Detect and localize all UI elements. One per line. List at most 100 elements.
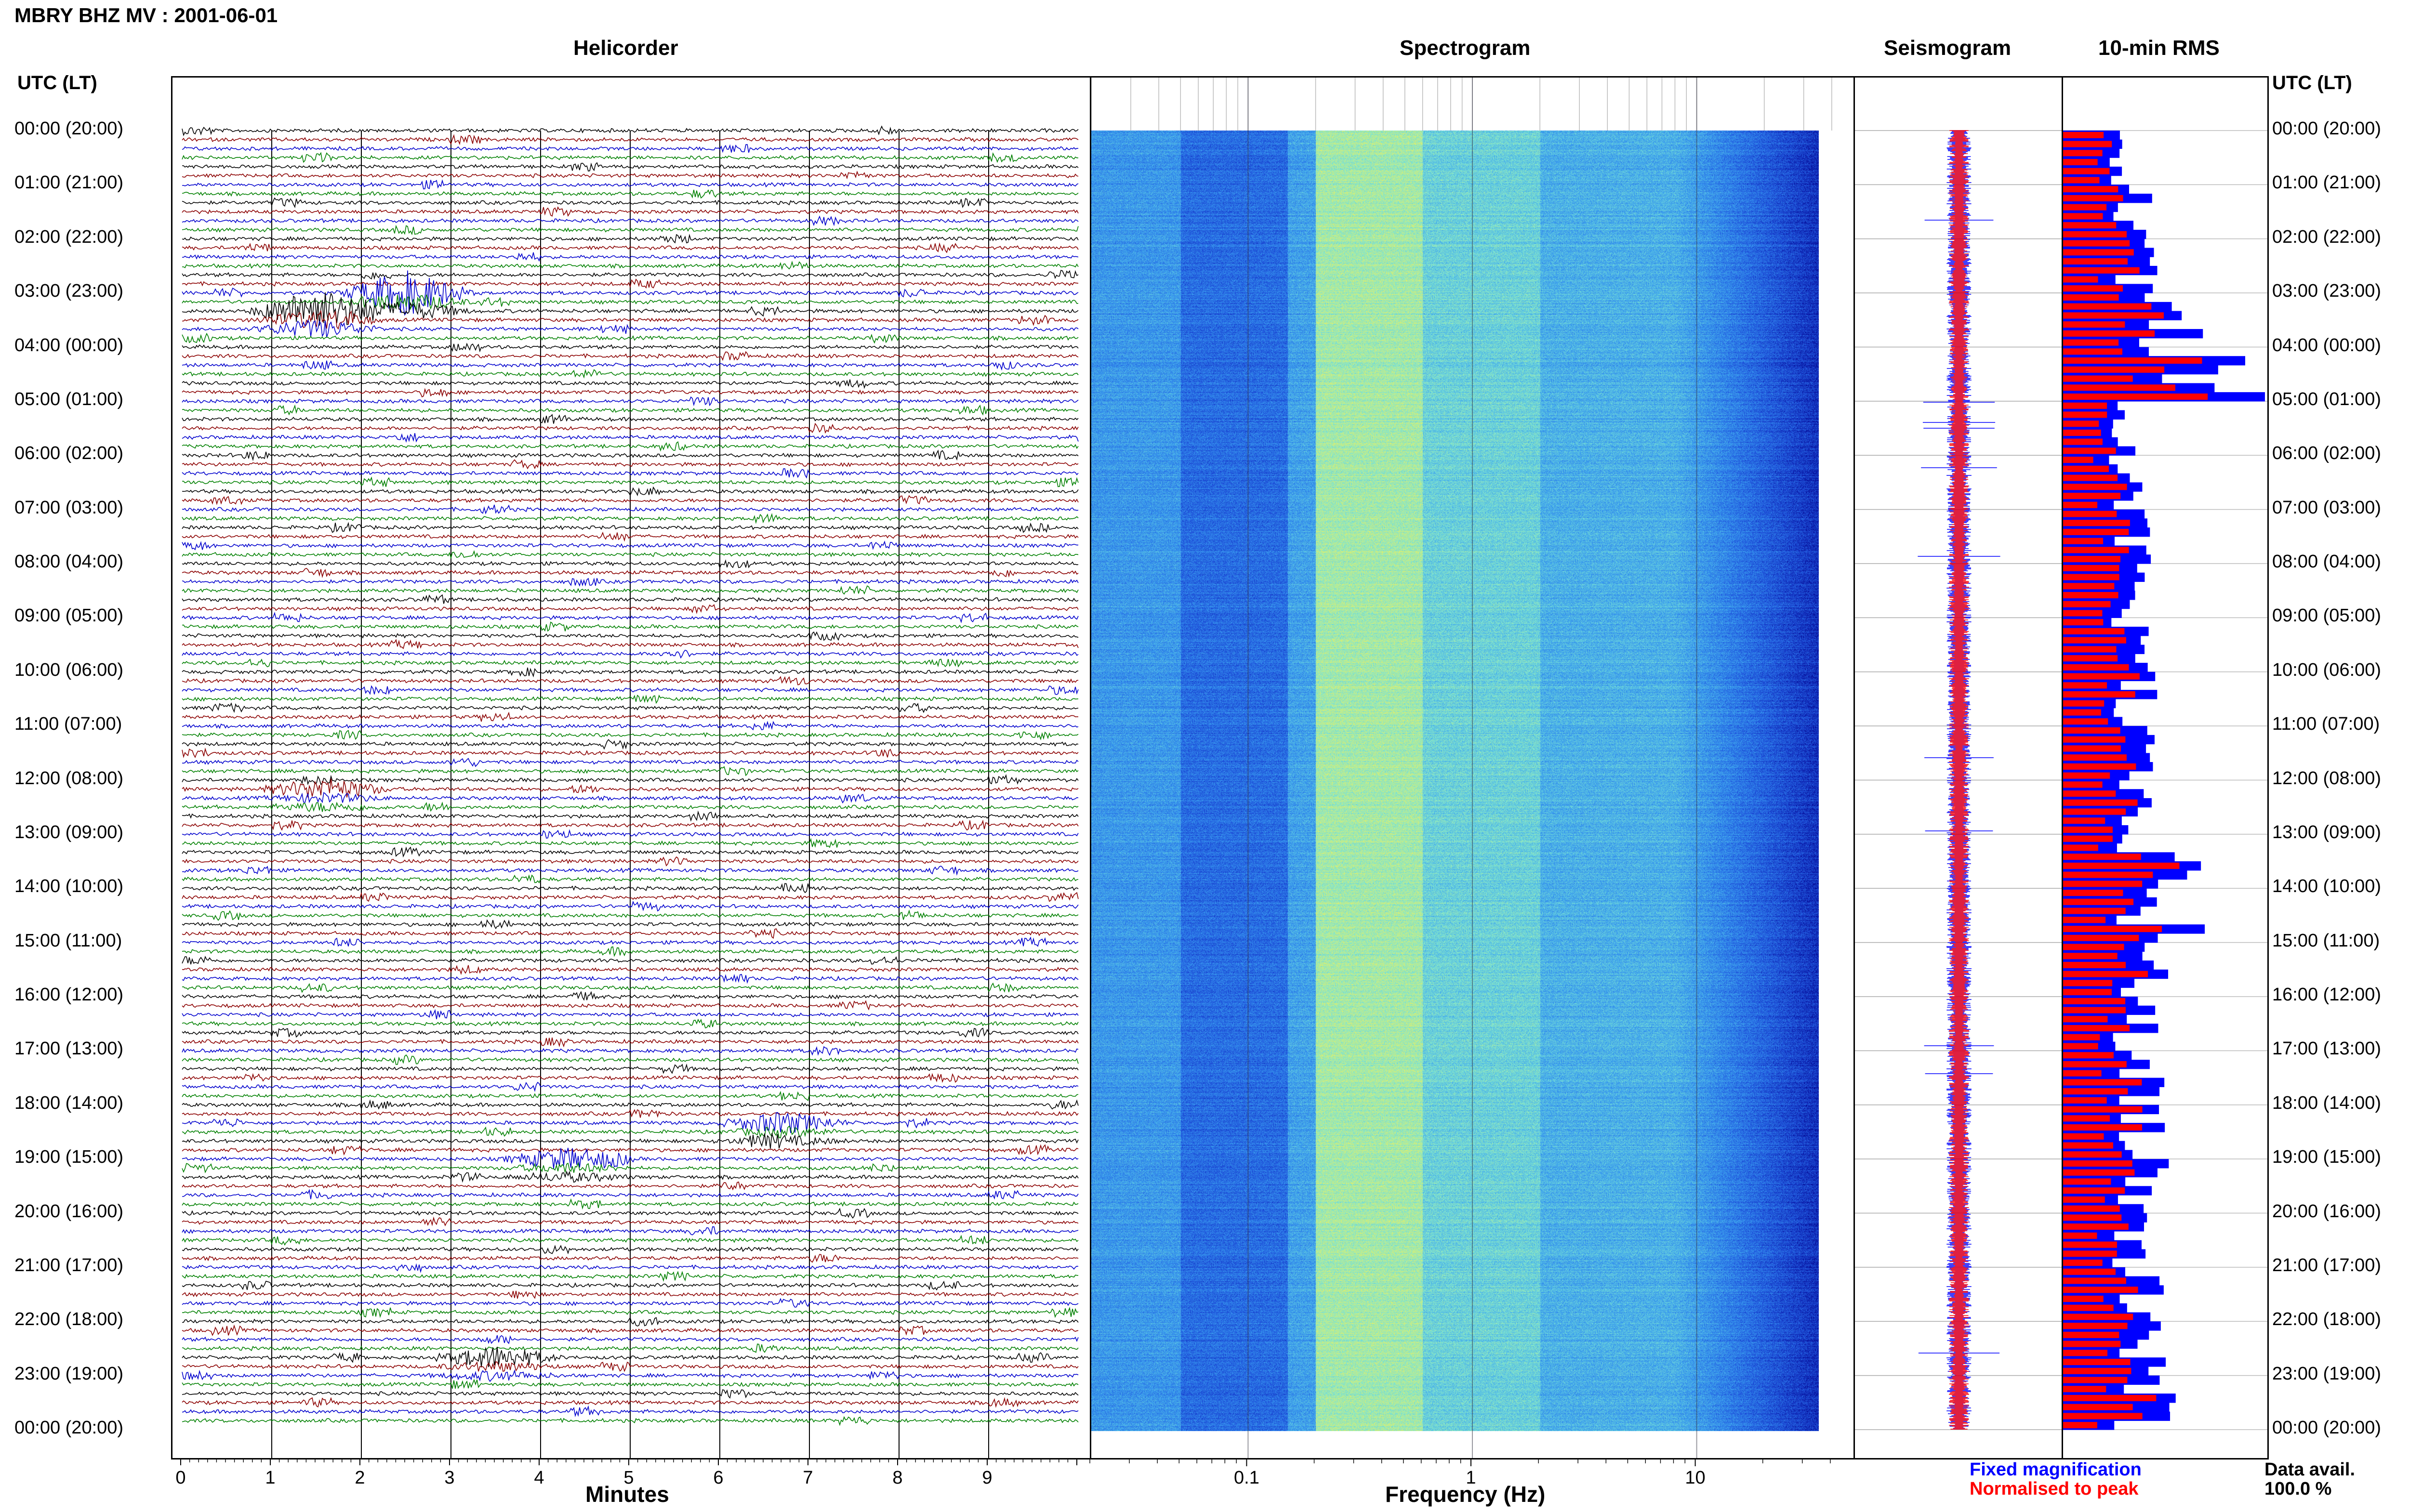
rms-bar-normalised [2063, 474, 2118, 481]
time-label-left: 02:00 (22:00) [14, 226, 124, 247]
helicorder-trace [182, 810, 1079, 822]
rms-bar-normalised [2063, 501, 2098, 508]
rms-bar-normalised [2063, 944, 2124, 950]
time-label-left: 10:00 (06:00) [14, 659, 124, 680]
rms-bar-normalised [2063, 646, 2117, 653]
helicorder-trace [182, 261, 1079, 270]
rms-bar-normalised [2063, 961, 2126, 969]
time-label-right: 08:00 (04:00) [2272, 552, 2382, 572]
rms-bar-normalised [2063, 258, 2128, 265]
rms-bar-normalised [2063, 384, 2175, 391]
time-label-right: 12:00 (08:00) [2272, 768, 2382, 789]
rms-plot [2063, 130, 2267, 1430]
rms-bar-normalised [2063, 492, 2121, 500]
rms-bar-normalised [2063, 980, 2113, 986]
helicorder-trace [182, 856, 1079, 867]
helicorder-trace [182, 578, 1079, 587]
rms-bar-normalised [2063, 511, 2117, 517]
helicorder-trace [182, 676, 1079, 685]
rms-bar-normalised [2063, 1007, 2126, 1013]
helicorder-trace [182, 162, 1079, 171]
rms-bar-normalised [2063, 402, 2107, 409]
rms-bar-normalised [2063, 222, 2117, 229]
rms-bar-normalised [2063, 1160, 2132, 1167]
rms-bar-normalised [2063, 619, 2104, 626]
data-availability-value: 100.0 % [2264, 1479, 2332, 1499]
helicorder-trace [182, 1073, 1079, 1083]
helicorder-trace [182, 504, 1079, 514]
helicorder-trace [182, 778, 1079, 798]
rms-bar-normalised [2063, 727, 2120, 734]
helicorder-trace [182, 1335, 1079, 1344]
helicorder-trace [182, 1109, 1079, 1118]
time-label-left: 23:00 (19:00) [14, 1363, 124, 1384]
helicorder-trace [182, 379, 1079, 389]
time-label-right: 22:00 (18:00) [2272, 1309, 2382, 1330]
rms-bar-normalised [2063, 411, 2107, 418]
helicorder-trace [182, 422, 1079, 434]
helicorder-trace [182, 1054, 1079, 1065]
helicorder-x-tick-label: 9 [982, 1468, 992, 1488]
helicorder-trace [182, 294, 1079, 311]
rms-bar-normalised [2063, 1232, 2097, 1239]
helicorder-trace [182, 1009, 1079, 1019]
helicorder-trace [182, 310, 1079, 330]
helicorder-trace [182, 242, 1079, 253]
helicorder-trace [182, 730, 1079, 741]
rms-bar-normalised [2063, 1223, 2129, 1230]
helicorder-trace [182, 1063, 1079, 1074]
rms-bar-normalised [2063, 1151, 2122, 1158]
time-label-right: 01:00 (21:00) [2272, 172, 2382, 193]
helicorder-trace [182, 152, 1078, 163]
time-label-right: 17:00 (13:00) [2272, 1039, 2382, 1059]
rms-bar-normalised [2063, 881, 2143, 887]
page-title: MBRY BHZ MV : 2001-06-01 [14, 4, 278, 26]
helicorder-trace [182, 1343, 1079, 1353]
rms-bar-normalised [2063, 457, 2093, 463]
rms-bar-normalised [2063, 925, 2162, 933]
rms-bar-normalised [2063, 1341, 2121, 1347]
helicorder-trace [182, 1280, 1079, 1291]
time-label-right: 07:00 (03:00) [2272, 497, 2382, 518]
helicorder-trace [182, 965, 1079, 975]
helicorder-trace [182, 179, 1079, 190]
helicorder-trace [182, 936, 1079, 947]
helicorder-trace [182, 368, 1079, 379]
time-label-right: 00:00 (20:00) [2272, 118, 2382, 139]
helicorder-trace [182, 594, 1079, 604]
helicorder-trace [182, 739, 1079, 750]
time-label-right: 21:00 (17:00) [2272, 1255, 2382, 1275]
helicorder-trace [182, 1181, 1079, 1191]
helicorder-trace [182, 1189, 1079, 1200]
rms-bar-normalised [2063, 907, 2126, 914]
rms-bar-normalised [2063, 141, 2112, 147]
helicorder-trace [182, 621, 1079, 632]
rms-bar-normalised [2063, 1358, 2131, 1366]
helicorder-trace [182, 441, 1079, 452]
rms-bar-normalised [2063, 1079, 2142, 1086]
rms-bar-normalised [2063, 348, 2123, 355]
helicorder-trace [182, 1091, 1079, 1102]
rms-bar-normalised [2063, 294, 2119, 301]
helicorder-trace [182, 585, 1079, 595]
helicorder-trace [182, 1226, 1079, 1236]
rms-bar-normalised [2063, 1241, 2117, 1248]
rms-bar-normalised [2063, 484, 2127, 490]
rms-bar-normalised [2063, 375, 2133, 382]
helicorder-trace [182, 1216, 1079, 1227]
helicorder-x-tick-label: 7 [803, 1468, 813, 1488]
rms-bar-normalised [2063, 1205, 2120, 1212]
helicorder-trace [182, 134, 1079, 145]
helicorder-trace [182, 1018, 1079, 1028]
time-label-left: 12:00 (08:00) [14, 768, 124, 789]
helicorder-trace [182, 874, 1079, 883]
time-label-right: 10:00 (06:00) [2272, 659, 2382, 680]
time-label-right: 16:00 (12:00) [2272, 985, 2382, 1005]
rms-bar-normalised [2063, 1043, 2098, 1050]
helicorder-x-tick-label: 1 [265, 1468, 275, 1488]
helicorder-trace [182, 1397, 1079, 1408]
helicorder-trace [182, 658, 1079, 668]
rms-bar-normalised [2063, 177, 2100, 184]
helicorder-trace [182, 540, 1079, 551]
rms-bar-normalised [2063, 1106, 2143, 1113]
